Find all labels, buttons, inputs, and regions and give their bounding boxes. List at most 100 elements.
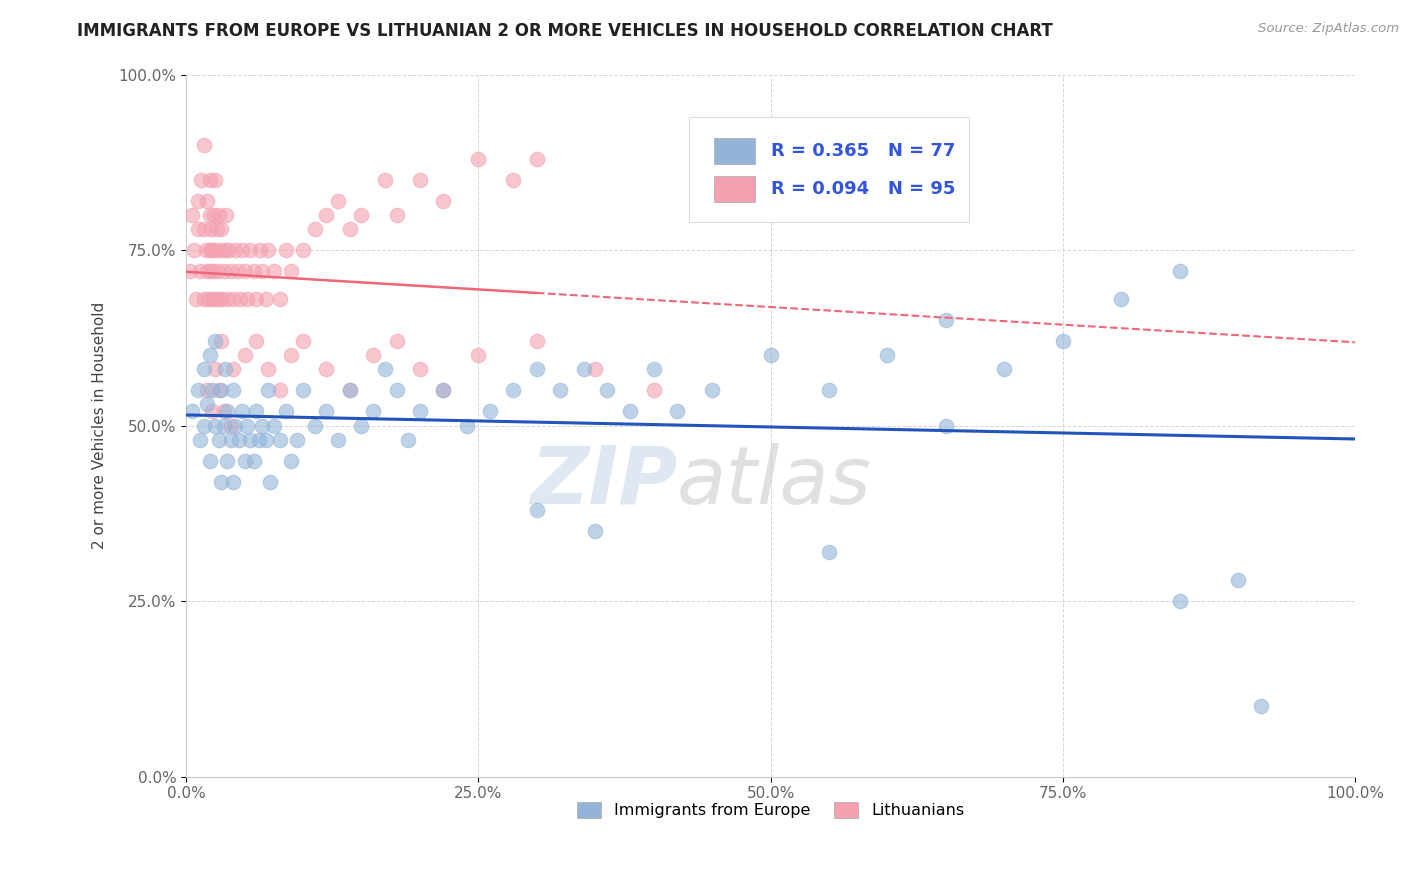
Point: [385, 384, 408, 398]
Point: [231, 404, 253, 418]
FancyBboxPatch shape: [714, 137, 755, 164]
Text: atlas: atlas: [678, 442, 872, 521]
Point: [700, 384, 723, 398]
Point: [198, 264, 221, 278]
Point: [315, 362, 337, 376]
Point: [245, 334, 267, 349]
Point: [456, 418, 478, 433]
Point: [212, 418, 235, 433]
Point: [198, 348, 221, 362]
Point: [212, 404, 235, 418]
Legend: Immigrants from Europe, Lithuanians: Immigrants from Europe, Lithuanians: [571, 796, 970, 825]
Point: [222, 475, 245, 489]
Point: [479, 404, 502, 418]
Point: [269, 292, 291, 306]
Point: [224, 243, 246, 257]
Point: [467, 152, 489, 166]
Point: [187, 384, 209, 398]
Point: [208, 384, 231, 398]
Point: [526, 362, 548, 376]
Point: [214, 362, 236, 376]
Point: [548, 384, 571, 398]
Point: [193, 418, 215, 433]
Point: [374, 362, 396, 376]
Point: [195, 397, 218, 411]
Point: [385, 208, 408, 222]
Point: [269, 433, 291, 447]
Point: [193, 362, 215, 376]
Point: [183, 243, 205, 257]
Point: [184, 292, 207, 306]
Point: [204, 292, 226, 306]
Point: [409, 404, 432, 418]
Point: [193, 222, 215, 236]
Point: [285, 433, 308, 447]
Point: [254, 433, 277, 447]
Point: [204, 362, 226, 376]
Point: [935, 313, 957, 327]
Point: [201, 292, 224, 306]
Point: [643, 384, 665, 398]
Point: [193, 137, 215, 152]
Point: [236, 292, 259, 306]
Point: [250, 264, 273, 278]
Point: [222, 292, 245, 306]
Point: [350, 208, 373, 222]
Point: [315, 208, 337, 222]
Point: [201, 243, 224, 257]
Point: [217, 453, 239, 467]
Point: [243, 453, 266, 467]
Text: IMMIGRANTS FROM EUROPE VS LITHUANIAN 2 OR MORE VEHICLES IN HOUSEHOLD CORRELATION: IMMIGRANTS FROM EUROPE VS LITHUANIAN 2 O…: [77, 22, 1053, 40]
Point: [217, 292, 239, 306]
Text: Source: ZipAtlas.com: Source: ZipAtlas.com: [1258, 22, 1399, 36]
Point: [263, 418, 285, 433]
Text: R = 0.094   N = 95: R = 0.094 N = 95: [770, 180, 955, 198]
Point: [209, 222, 232, 236]
Point: [432, 384, 454, 398]
Point: [208, 433, 231, 447]
Point: [181, 404, 204, 418]
Point: [250, 418, 273, 433]
Point: [432, 384, 454, 398]
Point: [315, 404, 337, 418]
Point: [280, 348, 302, 362]
Point: [214, 243, 236, 257]
Point: [231, 243, 253, 257]
Point: [208, 292, 231, 306]
Point: [209, 475, 232, 489]
Point: [339, 222, 361, 236]
Point: [304, 222, 326, 236]
Point: [228, 433, 250, 447]
Text: ZIP: ZIP: [530, 442, 678, 521]
Point: [209, 292, 232, 306]
Point: [202, 264, 225, 278]
Point: [292, 384, 315, 398]
Point: [200, 222, 222, 236]
Point: [467, 348, 489, 362]
Point: [1168, 594, 1191, 608]
Point: [198, 173, 221, 187]
Point: [226, 264, 249, 278]
Point: [198, 453, 221, 467]
Point: [187, 194, 209, 208]
FancyBboxPatch shape: [714, 176, 755, 202]
Point: [257, 243, 280, 257]
Point: [233, 348, 256, 362]
Point: [201, 384, 224, 398]
Point: [204, 418, 226, 433]
Point: [219, 418, 242, 433]
Point: [195, 264, 218, 278]
Point: [350, 418, 373, 433]
Point: [1250, 699, 1272, 714]
Point: [263, 264, 285, 278]
Point: [935, 418, 957, 433]
Point: [666, 404, 689, 418]
Point: [818, 384, 841, 398]
Point: [222, 362, 245, 376]
Point: [339, 384, 361, 398]
Point: [204, 334, 226, 349]
Point: [269, 384, 291, 398]
Point: [212, 264, 235, 278]
Point: [209, 243, 232, 257]
Point: [596, 384, 619, 398]
